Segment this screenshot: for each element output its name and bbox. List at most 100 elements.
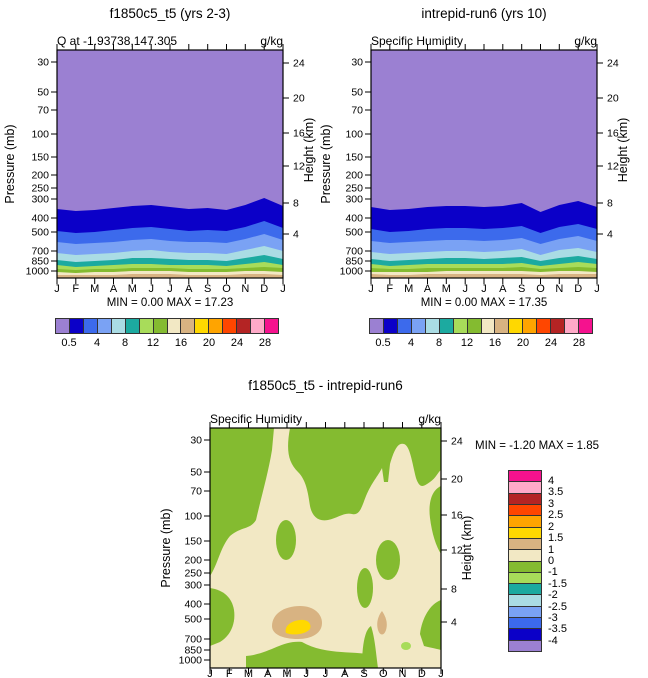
colorbar-top-left (55, 318, 279, 334)
colorbar-swatch (264, 318, 279, 334)
svg-text:O: O (379, 668, 388, 678)
field-label: Q at -1.93738,147.305 (57, 34, 177, 48)
svg-text:J: J (148, 283, 154, 295)
svg-text:200: 200 (345, 170, 363, 182)
svg-text:100: 100 (31, 129, 49, 141)
svg-text:700: 700 (31, 246, 49, 258)
svg-text:100: 100 (184, 511, 202, 523)
svg-text:50: 50 (351, 87, 363, 99)
colorbar-swatch (82, 318, 98, 334)
svg-text:700: 700 (184, 634, 202, 646)
height-tick-labels: 24 20 16 12 8 4 (293, 58, 305, 241)
svg-text:30: 30 (37, 57, 49, 69)
svg-text:J: J (323, 668, 329, 678)
svg-text:M: M (404, 283, 413, 295)
colorbar-swatch (208, 318, 224, 334)
svg-text:70: 70 (351, 105, 363, 117)
colorbar-swatch (152, 318, 168, 334)
colorbar-swatch (536, 318, 552, 334)
colorbar-labels-top-right: 0.5 4 8 12 16 20 24 28 (375, 337, 586, 349)
svg-text:S: S (518, 283, 525, 295)
svg-text:300: 300 (345, 194, 363, 206)
stats-label: MIN = 0.00 MAX = 17.35 (421, 297, 548, 309)
svg-text:4: 4 (451, 617, 457, 629)
svg-text:16: 16 (451, 510, 463, 522)
svg-text:24: 24 (607, 58, 619, 70)
colorbar-swatch (138, 318, 154, 334)
colorbar-swatch (194, 318, 210, 334)
svg-text:A: A (264, 668, 272, 678)
plot-title: intrepid-run6 (yrs 10) (421, 6, 546, 21)
svg-text:50: 50 (190, 467, 202, 479)
svg-text:400: 400 (345, 213, 363, 225)
colorbar-labels-top-left: 0.5 4 8 12 16 20 24 28 (61, 337, 272, 349)
svg-text:500: 500 (31, 227, 49, 239)
svg-text:D: D (574, 283, 582, 295)
stats-label: MIN = -1.20 MAX = 1.85 (475, 440, 599, 452)
svg-text:M: M (128, 283, 137, 295)
pressure-axis-title: Pressure (mb) (3, 124, 17, 203)
panel-top-left: f1850c5_t5 (yrs 2-3) Q at -1.93738,147.3… (3, 6, 316, 309)
units-label: g/kg (260, 34, 283, 48)
panel-bottom: f1850c5_t5 - intrepid-run6 Specific Humi… (159, 378, 599, 678)
svg-text:F: F (72, 283, 79, 295)
svg-text:J: J (280, 283, 286, 295)
field-label: Specific Humidity (210, 412, 302, 426)
svg-text:250: 250 (345, 183, 363, 195)
svg-text:150: 150 (345, 152, 363, 164)
colorbar-swatch (110, 318, 126, 334)
svg-text:N: N (241, 283, 249, 295)
svg-text:A: A (499, 283, 507, 295)
colorbar-swatch (396, 318, 412, 334)
colorbar-bottom (508, 470, 542, 652)
axis-ticks (51, 44, 289, 284)
svg-text:8: 8 (293, 198, 299, 210)
colorbar-swatch (578, 318, 593, 334)
colorbar-swatch (438, 318, 454, 334)
field-label: Specific Humidity (371, 34, 463, 48)
pressure-tick-labels: 30 50 70 100 150 200 250 300 400 500 700… (340, 57, 364, 278)
svg-text:400: 400 (31, 213, 49, 225)
svg-text:850: 850 (184, 645, 202, 657)
contour-bands (371, 50, 597, 278)
axis-ticks (365, 44, 603, 284)
svg-text:S: S (360, 668, 367, 678)
svg-text:150: 150 (184, 536, 202, 548)
svg-text:12: 12 (293, 161, 305, 173)
colorbar-swatch (550, 318, 566, 334)
colorbar-swatch (222, 318, 238, 334)
svg-text:500: 500 (184, 614, 202, 626)
svg-text:J: J (594, 283, 600, 295)
colorbar-swatch (55, 318, 70, 334)
colorbar-swatch (369, 318, 384, 334)
svg-text:J: J (462, 283, 468, 295)
colorbar-swatch (250, 318, 266, 334)
colorbar-swatch (68, 318, 84, 334)
svg-text:100: 100 (345, 129, 363, 141)
svg-text:M: M (244, 668, 253, 678)
svg-text:20: 20 (607, 93, 619, 105)
colorbar-swatch (96, 318, 112, 334)
svg-text:O: O (536, 283, 545, 295)
svg-text:D: D (260, 283, 268, 295)
colorbar-labels-bottom: 4 3.5 3 2.5 2 1.5 1 0 -1 -1.5 -2 -2.5 -3 -3.5 -4 (548, 475, 567, 647)
svg-text:300: 300 (184, 580, 202, 592)
axis-ticks (204, 422, 447, 674)
height-tick-labels: 24 20 16 12 8 4 (451, 436, 463, 629)
pressure-axis-title: Pressure (mb) (159, 508, 173, 587)
svg-text:8: 8 (451, 584, 457, 596)
svg-text:12: 12 (451, 545, 463, 557)
svg-text:250: 250 (31, 183, 49, 195)
colorbar-swatch (382, 318, 398, 334)
svg-text:N: N (555, 283, 563, 295)
svg-text:30: 30 (190, 435, 202, 447)
colorbar-swatch (522, 318, 538, 334)
contour-bands (57, 50, 283, 278)
plot-title: f1850c5_t5 - intrepid-run6 (248, 378, 403, 393)
svg-text:16: 16 (607, 128, 619, 140)
svg-text:J: J (167, 283, 173, 295)
height-axis-title: Height (km) (616, 118, 630, 183)
svg-text:O: O (222, 283, 231, 295)
colorbar-swatch (424, 318, 440, 334)
